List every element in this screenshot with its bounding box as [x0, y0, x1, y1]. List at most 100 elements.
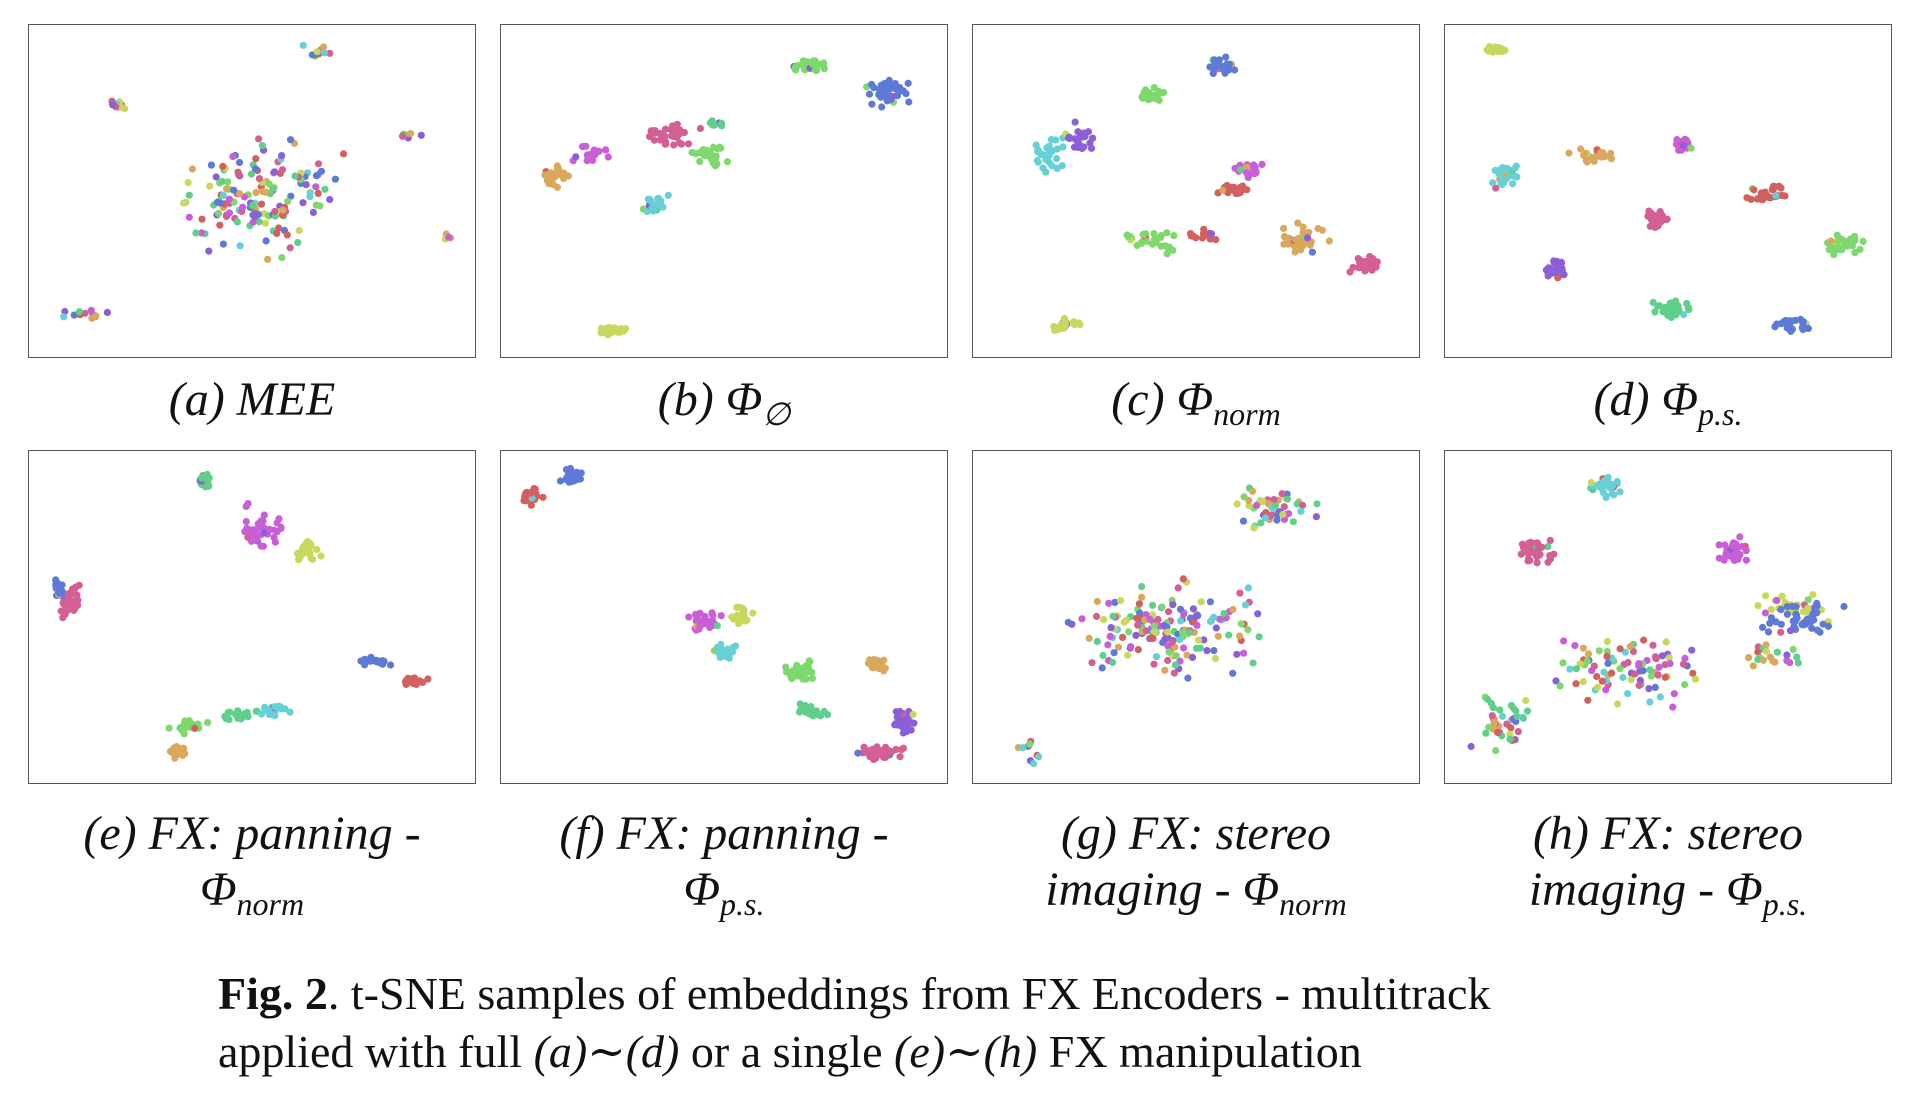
scatter-point — [1640, 636, 1648, 644]
scatter-point — [1608, 669, 1616, 677]
scatter-point — [219, 191, 227, 199]
scatter-point — [320, 43, 328, 51]
scatter-point — [1285, 234, 1293, 242]
scatter-point — [1299, 229, 1307, 237]
figure-label: Fig. 2 — [218, 968, 328, 1019]
scatter-point — [1804, 596, 1812, 604]
scatter-point — [1613, 477, 1621, 486]
scatter-point — [306, 189, 314, 197]
scatter-point — [224, 178, 232, 186]
scatter-point — [1523, 707, 1532, 715]
scatter-point — [794, 61, 802, 69]
scatter-point — [326, 195, 334, 204]
scatter-point — [1079, 130, 1087, 138]
scatter-point — [1639, 667, 1647, 675]
scatter-point — [560, 174, 568, 183]
scatter-point — [1025, 740, 1034, 748]
scatter-point — [541, 171, 549, 179]
scatter-point — [239, 203, 247, 211]
scatter-point — [685, 613, 693, 621]
caption-h: (h) FX: stereo imaging - Φp.s. — [1528, 807, 1808, 922]
scatter-point — [1158, 603, 1166, 611]
scatter-point — [262, 706, 270, 714]
scatter-point — [709, 143, 717, 151]
scatter-point — [1210, 647, 1218, 655]
scatter-point — [1831, 244, 1839, 252]
scatter-point — [1356, 257, 1365, 265]
scatter-point — [1754, 648, 1762, 656]
scatter-point — [724, 645, 732, 653]
scatter-point — [1154, 615, 1162, 624]
scatter-point — [1754, 602, 1762, 610]
scatter-point — [1681, 135, 1689, 143]
plot-panel-f — [500, 450, 948, 784]
scatter-point — [1045, 142, 1053, 150]
scatter-point — [271, 207, 279, 216]
scatter-point — [312, 172, 321, 180]
scatter-point — [1793, 653, 1801, 661]
scatter-point — [1673, 136, 1681, 144]
scatter-point — [247, 537, 256, 545]
caption-d: (d) Φp.s. — [1593, 373, 1743, 432]
scatter-point — [424, 675, 432, 683]
scatter-point — [284, 197, 292, 205]
scatter-point — [260, 511, 268, 519]
scatter-point — [1635, 681, 1643, 690]
scatter-point — [177, 746, 185, 755]
scatter-point — [74, 601, 82, 609]
scatter-point — [1237, 620, 1245, 628]
scatter-point — [1759, 623, 1767, 631]
scatter-point — [1798, 620, 1806, 628]
scatter-point — [1168, 638, 1176, 646]
scatter-point — [1117, 597, 1125, 605]
scatter-point — [875, 85, 883, 93]
scatter-point — [404, 674, 412, 682]
scatter-point — [1124, 233, 1132, 241]
scatter-point — [313, 48, 321, 56]
scatter-point — [1030, 760, 1038, 768]
scatter-point — [1214, 632, 1222, 640]
scatter-point — [865, 90, 874, 98]
scatter-point — [1859, 237, 1867, 245]
scatter-point — [551, 171, 559, 179]
scatter-point — [52, 576, 60, 584]
scatter-point — [1150, 660, 1158, 668]
scatter-point — [1635, 660, 1643, 668]
scatter-point — [1665, 654, 1673, 662]
scatter-point — [1305, 228, 1313, 236]
scatter-point — [1177, 617, 1185, 625]
scatter-point — [1212, 236, 1220, 244]
scatter-point — [170, 744, 178, 752]
scatter-point — [192, 229, 200, 237]
scatter-point — [811, 66, 819, 74]
scatter-point — [398, 132, 407, 140]
scatter-point — [1236, 632, 1244, 640]
scatter-point — [1222, 53, 1230, 61]
scatter-point — [1092, 612, 1101, 620]
scatter-point — [733, 603, 741, 612]
scatter-point — [654, 195, 662, 203]
scatter-point — [1732, 540, 1740, 548]
scatter-point — [1577, 145, 1585, 153]
scatter-point — [1588, 667, 1596, 675]
scatter-point — [530, 485, 538, 493]
scatter-point — [1851, 236, 1859, 244]
scatter-point — [230, 186, 238, 194]
scatter-point — [1114, 643, 1122, 651]
scatter-point — [1679, 660, 1688, 668]
scatter-point — [1255, 633, 1263, 641]
scatter-point — [1579, 678, 1587, 686]
scatter-point — [896, 753, 904, 761]
scatter-point — [1767, 614, 1775, 622]
plot-panel-d — [1444, 24, 1892, 358]
scatter-point — [1837, 244, 1845, 252]
scatter-point — [1557, 259, 1566, 267]
scatter-point — [1626, 642, 1634, 651]
scatter-point — [1512, 707, 1520, 715]
scatter-point — [664, 191, 672, 199]
scatter-point — [1554, 274, 1562, 282]
scatter-point — [1241, 601, 1250, 609]
scatter-point — [299, 41, 307, 49]
scatter-point — [1243, 169, 1251, 177]
scatter-point — [216, 221, 224, 229]
